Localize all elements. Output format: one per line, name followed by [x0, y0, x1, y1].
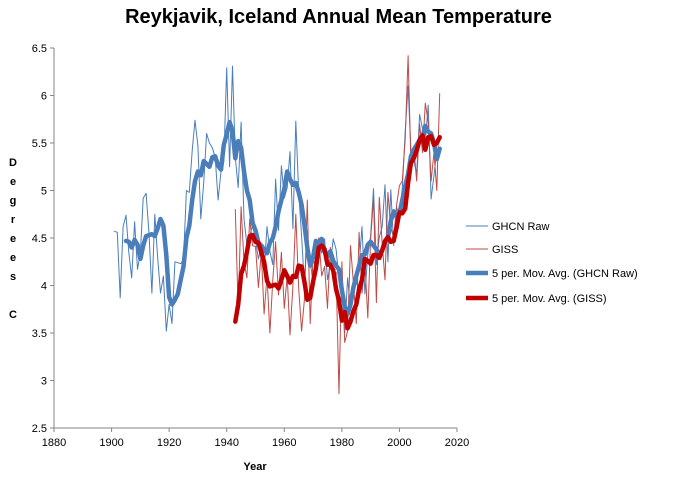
- y-tick-label: 6: [41, 91, 47, 103]
- series-line-giss: [234, 55, 441, 395]
- y-axis-title-letter: e: [10, 176, 16, 188]
- series-line-ghcn-raw: [113, 65, 441, 334]
- y-tick-label: 4: [41, 281, 47, 293]
- y-axis-title-letter: C: [9, 309, 17, 321]
- x-tick-label: 1900: [99, 437, 123, 449]
- y-tick-label: 5: [41, 186, 47, 198]
- y-tick-label: 2.5: [32, 423, 47, 435]
- series-layer: [113, 55, 442, 395]
- x-axis-title: Year: [243, 461, 267, 473]
- legend-label-ghcn-raw: GHCN Raw: [492, 221, 550, 233]
- y-tick-label: 6.5: [32, 43, 47, 55]
- y-axis-title-letter: e: [10, 252, 16, 264]
- y-axis-title-letter: r: [11, 214, 16, 226]
- axes: 2.5 3 3.5 4 4.5 5 5.5 6 6.5 1880 1900 1920 1940 1960 1…: [32, 43, 470, 449]
- chart-title: Reykjavik, Iceland Annual Mean Temperatu…: [125, 6, 552, 28]
- legend-label-giss: GISS: [492, 244, 518, 256]
- legend: GHCN Raw GISS 5 per. Mov. Avg. (GHCN Raw) 5…: [466, 221, 638, 305]
- legend-label-5-per-mov-avg-giss: 5 per. Mov. Avg. (GISS): [492, 293, 607, 305]
- x-tick-label: 1940: [214, 437, 238, 449]
- x-tick-label: 1880: [42, 437, 66, 449]
- y-tick-label: 3.5: [32, 328, 47, 340]
- x-tick-label: 2000: [387, 437, 411, 449]
- y-axis-title-letter: s: [10, 271, 16, 283]
- y-axis-title-letter: g: [10, 195, 17, 207]
- x-tick-label: 1960: [272, 437, 296, 449]
- series-line-5-per-mov-avg-giss: [233, 133, 442, 331]
- y-axis-title-letter: D: [9, 157, 17, 169]
- x-tick-label: 2020: [445, 437, 469, 449]
- legend-label-5-per-mov-avg-ghcn-raw: 5 per. Mov. Avg. (GHCN Raw): [492, 268, 638, 280]
- x-tick-label: 1920: [157, 437, 181, 449]
- y-tick-label: 5.5: [32, 138, 47, 150]
- y-axis-title-letter: e: [10, 233, 16, 245]
- y-tick-label: 4.5: [32, 233, 47, 245]
- y-tick-label: 3: [41, 376, 47, 388]
- x-tick-label: 1980: [330, 437, 354, 449]
